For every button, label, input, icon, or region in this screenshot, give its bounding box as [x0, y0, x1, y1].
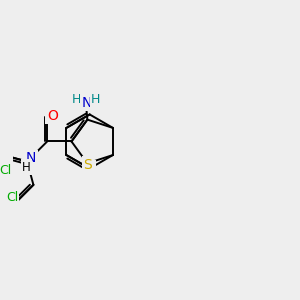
- Text: N: N: [84, 161, 94, 176]
- Text: O: O: [47, 109, 58, 123]
- Text: Cl: Cl: [6, 190, 18, 204]
- Text: N: N: [26, 152, 36, 166]
- Text: Cl: Cl: [0, 164, 12, 177]
- Text: H: H: [22, 160, 31, 173]
- Text: H: H: [91, 93, 101, 106]
- Text: H: H: [72, 93, 82, 106]
- Text: S: S: [84, 158, 92, 172]
- Text: N: N: [81, 96, 92, 110]
